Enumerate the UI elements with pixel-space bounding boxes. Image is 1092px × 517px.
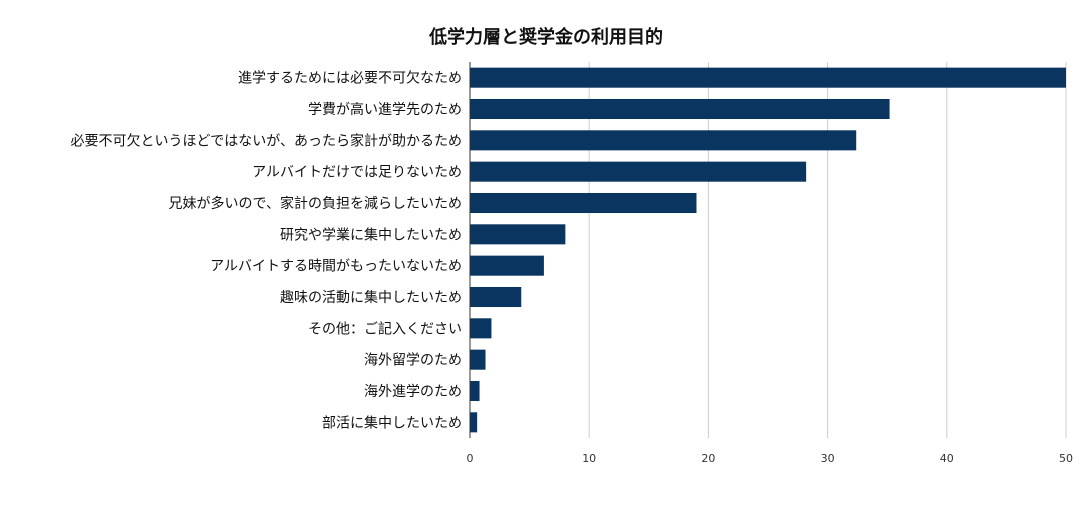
bar-11 xyxy=(470,412,478,433)
category-label: 部活に集中したいため xyxy=(322,414,462,431)
category-label: 研究や学業に集中したいため xyxy=(280,226,462,243)
category-label: アルバイトだけでは足りないため xyxy=(252,165,462,181)
x-tick-label: 30 xyxy=(821,452,835,465)
category-label: 必要不可欠というほどではないが、あったら家計が助かるため xyxy=(71,132,462,149)
bar-10 xyxy=(470,380,480,402)
x-tick-label: 10 xyxy=(582,452,596,465)
category-label: アルバイトする時間がもったいないため xyxy=(210,259,462,275)
category-label: 海外留学のため xyxy=(364,353,462,369)
x-tick-label: 40 xyxy=(940,452,954,465)
category-label: 兄妹が多いので、家計の負担を減らしたいため xyxy=(169,195,462,212)
x-tick-label: 50 xyxy=(1059,452,1073,465)
bar-3 xyxy=(470,161,807,182)
category-label: 趣味の活動に集中したいため xyxy=(280,289,462,306)
bar-2 xyxy=(470,130,857,151)
bar-6 xyxy=(470,255,544,276)
category-label: 学費が高い進学先のため xyxy=(308,101,462,118)
bar-9 xyxy=(470,349,486,370)
bar-5 xyxy=(470,224,566,245)
category-label: 進学するためには必要不可欠なため xyxy=(238,71,462,87)
category-label: その他：ご記入ください xyxy=(308,320,462,337)
x-tick-label: 0 xyxy=(467,452,474,465)
chart-title: 低学力層と奨学金の利用目的 xyxy=(428,26,663,48)
category-label: 海外進学のため xyxy=(364,384,462,400)
bar-7 xyxy=(470,286,522,308)
bars-layer xyxy=(470,67,1066,433)
bar-4 xyxy=(470,192,697,214)
category-labels: 進学するためには必要不可欠なため学費が高い進学先のため必要不可欠というほどではな… xyxy=(71,71,462,432)
bar-8 xyxy=(470,318,492,339)
grid-layer xyxy=(588,62,1067,438)
x-axis-ticks: 0 10 20 30 40 50 xyxy=(467,452,1074,465)
bar-0 xyxy=(470,67,1066,88)
x-tick-label: 20 xyxy=(701,452,715,465)
bar-1 xyxy=(470,98,890,120)
